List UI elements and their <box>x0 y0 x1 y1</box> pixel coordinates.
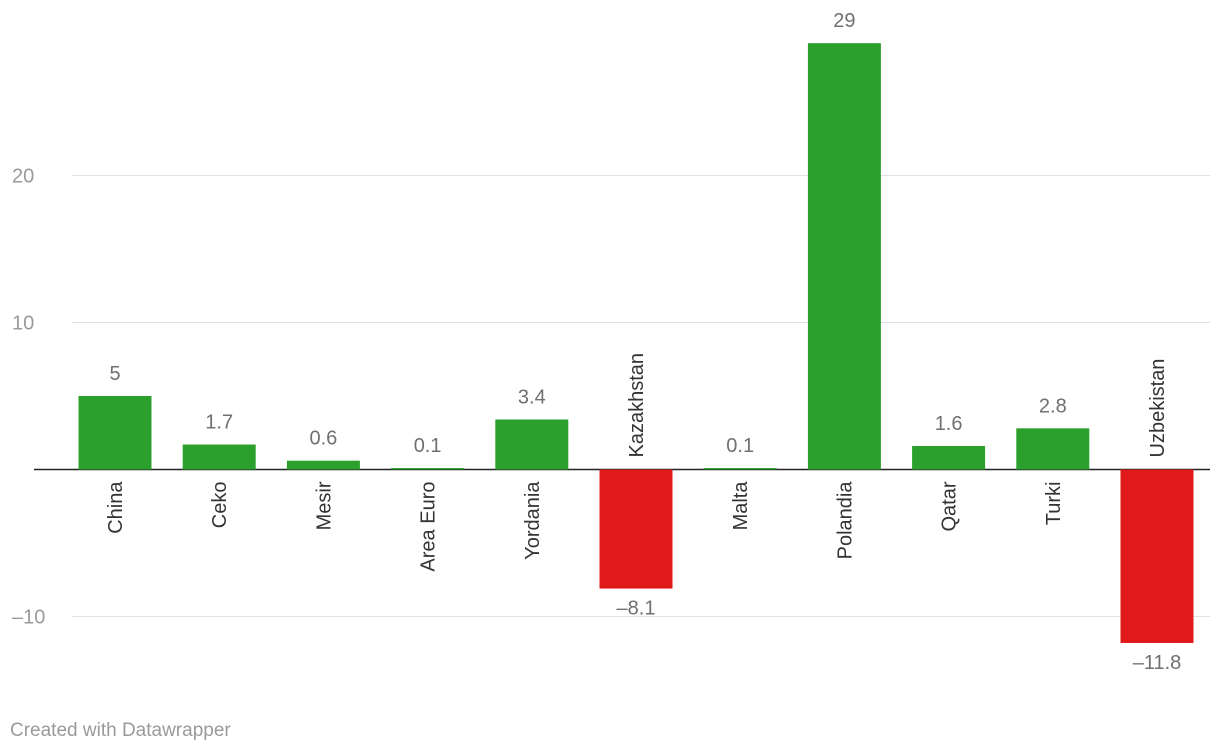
bar <box>807 43 881 470</box>
y-tick-label: –10 <box>12 607 45 629</box>
value-label: 3.4 <box>518 387 546 409</box>
value-label: 0.1 <box>726 435 754 457</box>
category-label: Polandia <box>834 481 856 560</box>
category-label: China <box>105 481 127 534</box>
bar <box>1016 428 1090 470</box>
label-layer: 5 China 1.7 Ceko 0.6 Mesir 0.1 Area Euro 3.4 Yord… <box>105 10 1181 674</box>
category-label: Mesir <box>313 481 335 530</box>
y-tick-label: 20 <box>12 166 34 188</box>
value-label: 1.7 <box>205 412 233 434</box>
value-label: 5 <box>109 363 120 385</box>
category-label: Uzbekistan <box>1147 359 1169 458</box>
value-label: 0.1 <box>414 435 442 457</box>
category-label: Area Euro <box>418 481 440 571</box>
category-label: Turki <box>1043 482 1065 526</box>
bar <box>286 460 360 470</box>
category-label: Ceko <box>209 482 231 529</box>
value-label: –8.1 <box>617 598 656 620</box>
category-label: Yordania <box>522 481 544 560</box>
bar <box>1120 469 1194 643</box>
bar <box>599 469 673 589</box>
category-label: Qatar <box>939 481 961 531</box>
y-tick-label: 10 <box>12 313 34 335</box>
bar <box>182 444 256 470</box>
bar <box>78 396 152 470</box>
value-label: 2.8 <box>1039 395 1067 417</box>
bar <box>912 445 986 470</box>
value-label: –11.8 <box>1133 652 1182 674</box>
bar <box>703 468 777 470</box>
category-label: Malta <box>730 481 752 531</box>
bar-layer <box>78 43 1194 643</box>
bar <box>495 419 569 470</box>
bar <box>391 468 465 470</box>
value-label: 29 <box>833 10 855 32</box>
value-label: 1.6 <box>935 413 963 435</box>
credit-text: Created with Datawrapper <box>10 720 231 741</box>
category-label: Kazakhstan <box>626 353 648 458</box>
value-label: 0.6 <box>309 428 337 450</box>
